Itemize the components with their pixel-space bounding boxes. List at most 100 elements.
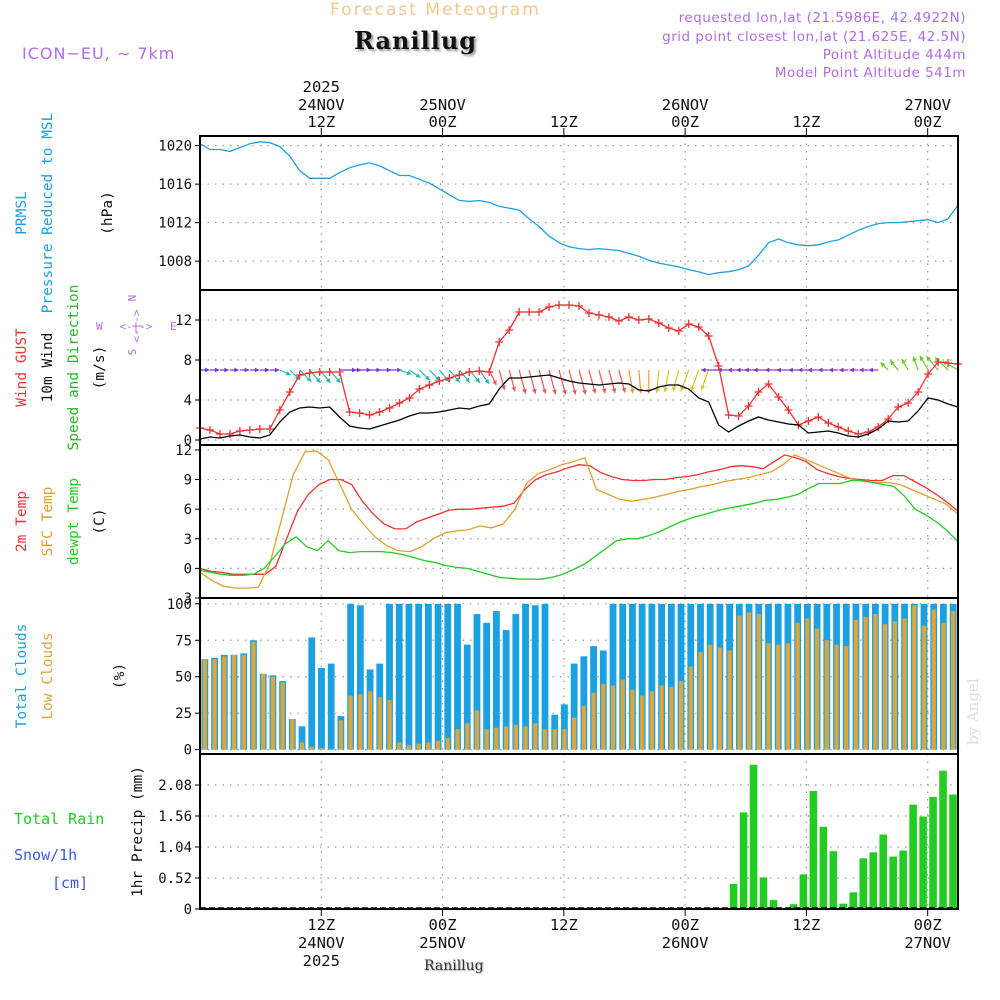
low-cloud-bar xyxy=(951,611,956,750)
wind-arrow-head xyxy=(376,367,381,373)
wind-arrow-head xyxy=(244,367,250,373)
wind-arrow xyxy=(912,356,919,371)
y-tick-label: 2.08 xyxy=(158,778,192,794)
low-cloud-bar xyxy=(455,729,460,750)
total-cloud-bar xyxy=(386,603,393,750)
gust-marker xyxy=(495,338,504,346)
wind-arrow xyxy=(200,367,210,373)
wind-arrow xyxy=(628,369,635,394)
wind-arrow xyxy=(654,369,660,394)
total-cloud-bar xyxy=(667,603,675,750)
low-cloud-bar xyxy=(222,656,227,750)
wind-arrow xyxy=(901,358,909,371)
precip-bar xyxy=(899,850,907,909)
y-tick-label: 4 xyxy=(184,393,192,409)
gust-marker xyxy=(245,426,254,434)
wind-arrow xyxy=(839,367,849,373)
y-tick-label: 0 xyxy=(184,743,192,759)
low-cloud-bar xyxy=(309,746,314,750)
gust-marker xyxy=(644,315,653,323)
wind-arrow-head xyxy=(454,377,460,383)
low-cloud-bar xyxy=(474,710,480,750)
wind-arrow-head xyxy=(839,367,844,373)
gust-marker xyxy=(475,367,484,375)
wind-arrow-head xyxy=(315,377,321,383)
wind-arrow xyxy=(558,369,567,395)
low-cloud-bar xyxy=(717,647,723,750)
point-altitude: Point Altitude 444m xyxy=(822,47,966,63)
gust-marker xyxy=(734,412,743,420)
wind-arrow xyxy=(578,369,587,395)
precip-bar xyxy=(939,770,947,909)
wind-arrow-head xyxy=(492,380,497,386)
axis-label: (hPa) xyxy=(100,191,116,235)
precip-bar xyxy=(849,892,858,909)
wind-arrow xyxy=(690,369,700,392)
gust-marker xyxy=(555,301,564,309)
low-cloud-bar xyxy=(406,745,412,750)
total-cloud-bar xyxy=(405,603,413,750)
panel-1: 1008 1012 1016 1020 PRMSL Pressure Reduced to… xyxy=(14,112,959,313)
panel-frame xyxy=(199,135,959,291)
axis-label: (C) xyxy=(92,508,108,534)
wind-arrow xyxy=(680,369,690,392)
wind-arrow xyxy=(518,369,527,394)
model-label: ICON−EU, ∼ 7km xyxy=(22,44,176,63)
wind-arrow xyxy=(797,367,809,373)
gust-marker xyxy=(764,380,773,388)
wind-arrow-head xyxy=(386,367,392,373)
wind-arrow-head xyxy=(629,388,635,394)
wind-arrow xyxy=(478,369,490,385)
wind-arrow-head xyxy=(484,378,489,384)
low-cloud-bar xyxy=(727,650,732,750)
gust-marker xyxy=(455,371,464,379)
low-cloud-bar xyxy=(892,621,897,750)
low-cloud-bar xyxy=(737,615,742,750)
wind-arrow xyxy=(849,367,859,373)
wind-arrow-head xyxy=(325,377,331,383)
total-cloud-bar xyxy=(638,603,646,750)
wind-arrow xyxy=(859,367,869,373)
wind-arrow-head xyxy=(788,367,793,373)
low-cloud-bar xyxy=(358,694,363,750)
panel-frame xyxy=(199,753,959,910)
wind-arrow-head xyxy=(335,377,341,383)
low-cloud-bar xyxy=(746,612,752,750)
y-tick-label: 12 xyxy=(175,313,192,329)
wind-arrow-head xyxy=(552,389,557,395)
wind-arrow-head xyxy=(205,367,210,373)
wind-arrow-head xyxy=(690,386,695,392)
gust-marker xyxy=(834,423,843,431)
y-tick-label: 1012 xyxy=(158,216,192,232)
wind-arrow-head xyxy=(224,367,229,373)
grid-coords: grid point closest lon,lat (21.625E, 42.… xyxy=(662,29,966,45)
low-cloud-bar xyxy=(921,625,927,750)
gust-marker xyxy=(594,311,603,319)
total-cloud-bar xyxy=(561,704,568,750)
precip-bar xyxy=(829,851,838,909)
total-cloud-bar xyxy=(492,611,500,750)
gust-marker xyxy=(714,362,723,370)
total-cloud-bar xyxy=(580,656,588,750)
low-cloud-bar xyxy=(805,618,810,750)
wind-arrow-head xyxy=(818,367,823,373)
wind-arrow xyxy=(663,369,670,393)
wind-arrow xyxy=(598,369,607,394)
total-cloud-bar xyxy=(347,603,355,750)
wind-arrow xyxy=(818,367,829,373)
precip-bar xyxy=(749,764,758,909)
wind-arrow-head xyxy=(849,367,854,373)
wind-arrow-head xyxy=(582,389,587,395)
y-tick-label: 75 xyxy=(175,633,192,649)
bottom-year-label: 2025 xyxy=(303,952,340,970)
y-tick-label: 1.04 xyxy=(158,840,192,856)
wind-arrow xyxy=(538,369,547,394)
wind-arrow xyxy=(868,367,879,373)
wind-arrow-head xyxy=(424,375,430,381)
wind-arrow-head xyxy=(522,388,527,394)
wind-arrow xyxy=(700,369,710,391)
wind-arrow xyxy=(399,369,412,376)
total-cloud-bar xyxy=(483,622,491,750)
top-date-label: 26NOV xyxy=(662,96,709,114)
bottom-hour-label: 12Z xyxy=(307,916,335,934)
